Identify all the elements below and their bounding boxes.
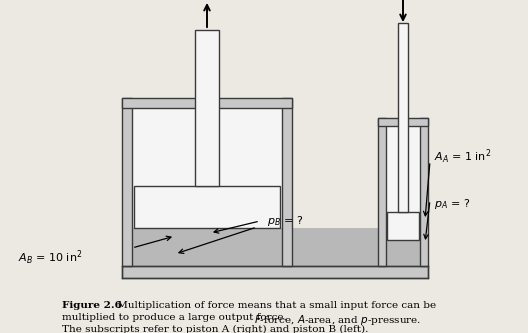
Bar: [134, 186, 280, 228]
Bar: [195, 30, 219, 186]
Text: $p_B$ = ?: $p_B$ = ?: [267, 214, 303, 228]
Bar: [386, 228, 420, 266]
Bar: [378, 118, 428, 126]
Text: $A_A$ = 1 in$^2$: $A_A$ = 1 in$^2$: [434, 148, 491, 166]
Bar: [378, 118, 386, 266]
Bar: [122, 98, 132, 266]
Text: multiplied to produce a large output force.: multiplied to produce a large output for…: [62, 313, 290, 322]
Bar: [398, 23, 408, 212]
Text: Multiplication of force means that a small input force can be: Multiplication of force means that a sma…: [114, 301, 436, 310]
Text: The subscripts refer to piston A (right) and piston B (left).: The subscripts refer to piston A (right)…: [62, 325, 369, 333]
Text: $A_B$ = 10 in$^2$: $A_B$ = 10 in$^2$: [18, 249, 82, 267]
Bar: [387, 212, 419, 240]
Text: $p_A$ = ?: $p_A$ = ?: [434, 197, 470, 211]
Text: Figure 2.6: Figure 2.6: [62, 301, 122, 310]
Bar: [420, 118, 428, 266]
Bar: [132, 228, 420, 266]
Text: $F$-force, $A$-area, and $p$-pressure.: $F$-force, $A$-area, and $p$-pressure.: [254, 313, 421, 327]
Bar: [386, 126, 420, 228]
Bar: [282, 98, 292, 266]
Bar: [122, 266, 428, 278]
Bar: [122, 98, 292, 108]
Bar: [132, 108, 282, 228]
